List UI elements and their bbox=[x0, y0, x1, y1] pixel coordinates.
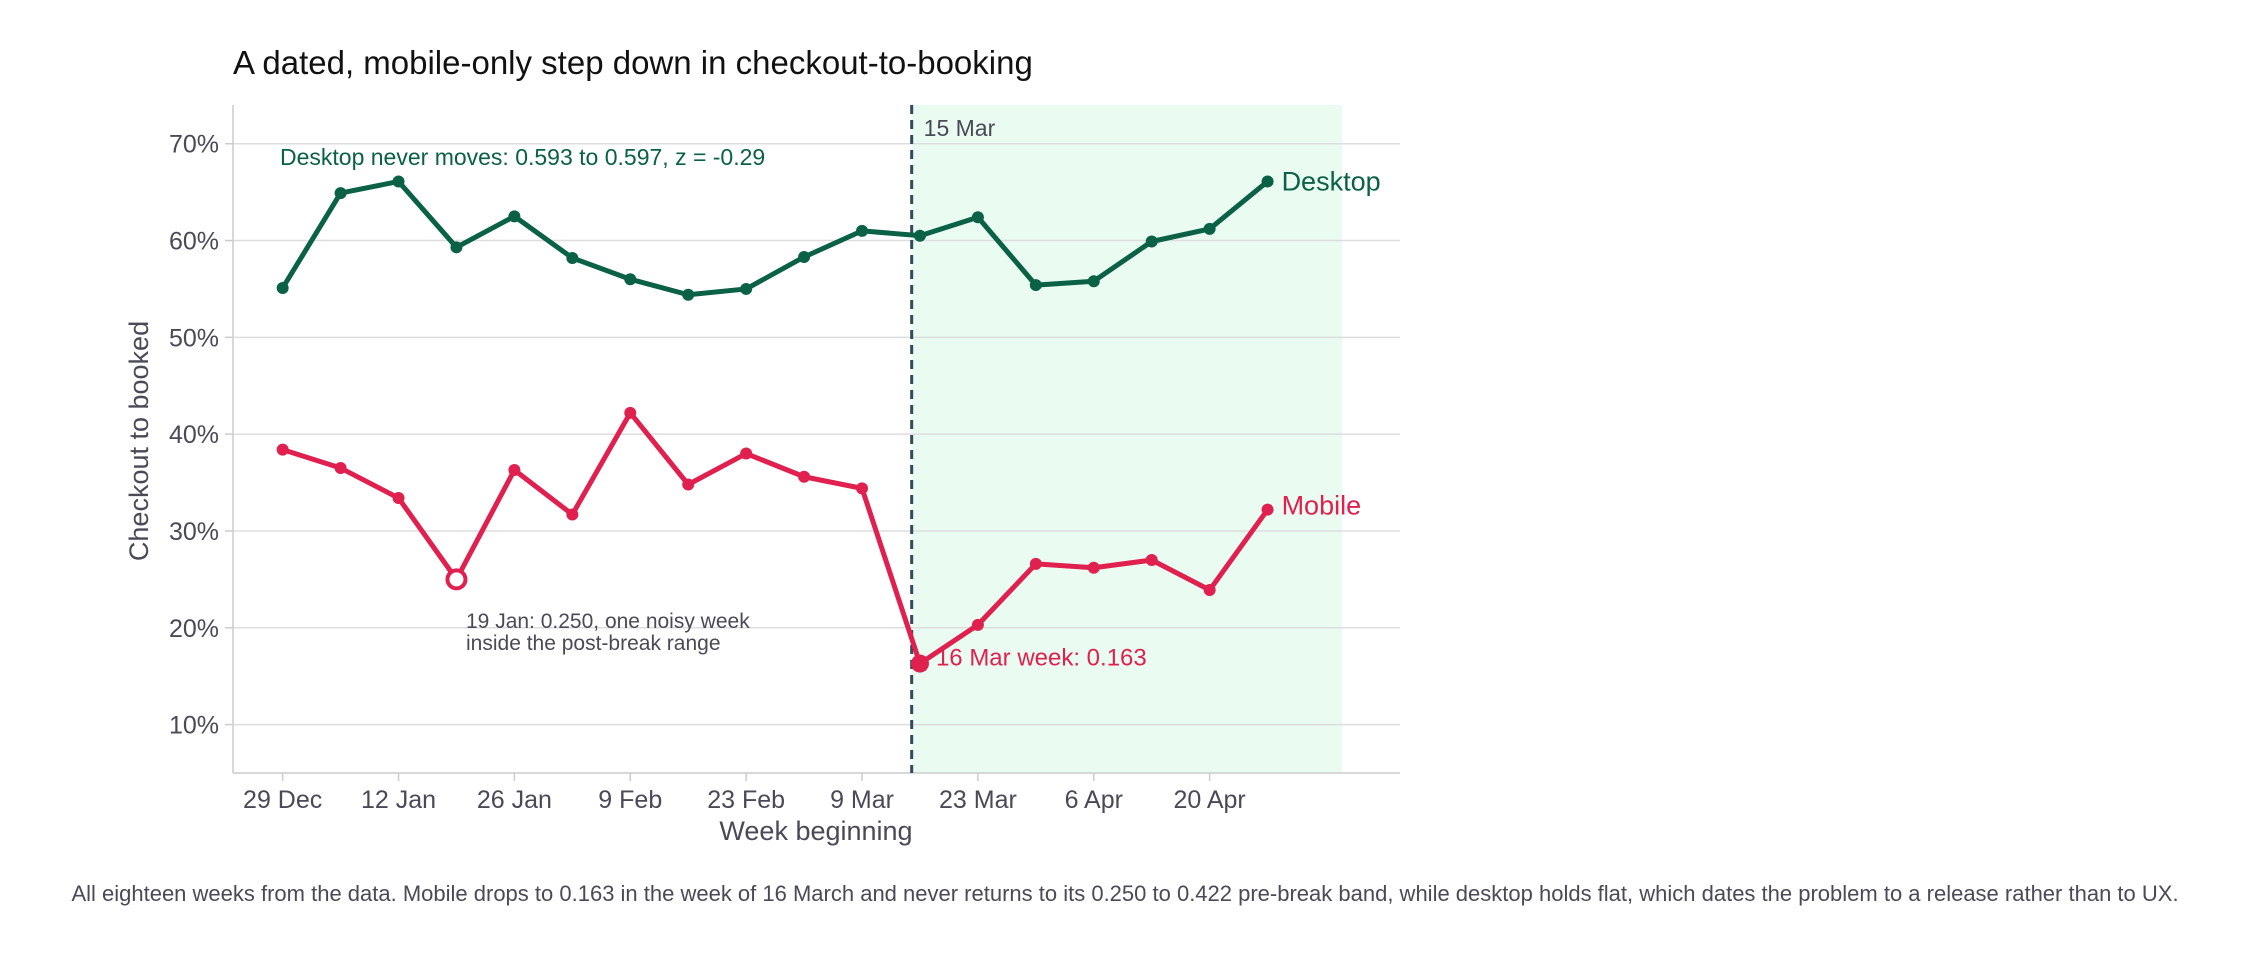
desktop-point bbox=[566, 251, 579, 264]
desktop-point bbox=[334, 187, 347, 200]
mobile-point bbox=[740, 447, 753, 460]
mobile-line bbox=[280, 410, 1271, 667]
y-tick-label: 20% bbox=[169, 615, 219, 643]
mobile-point bbox=[624, 406, 637, 419]
desktop-point bbox=[1029, 279, 1042, 292]
x-axis-ticks: 29 Dec 12 Jan 26 Jan 9 Feb 23 Feb 9 Mar 23 Mar… bbox=[243, 773, 1246, 814]
y-tick-label: 50% bbox=[169, 324, 219, 352]
desktop-line bbox=[280, 178, 1271, 298]
chart-title: A dated, mobile-only step down in checko… bbox=[233, 44, 1033, 81]
x-tick-label: 9 Mar bbox=[830, 786, 894, 814]
desktop-point bbox=[682, 288, 695, 301]
mobile-point bbox=[508, 463, 521, 476]
desktop-point bbox=[624, 273, 637, 286]
mobile-series-label: Mobile bbox=[1282, 491, 1362, 521]
x-tick-label: 20 Apr bbox=[1173, 786, 1245, 814]
y-tick-label: 40% bbox=[169, 421, 219, 449]
mobile-drop-annotation: 16 Mar week: 0.163 bbox=[936, 645, 1147, 672]
y-tick-label: 60% bbox=[169, 228, 219, 256]
mobile-point bbox=[1203, 584, 1216, 597]
x-tick-label: 6 Apr bbox=[1065, 786, 1123, 814]
x-tick-label: 23 Mar bbox=[939, 786, 1017, 814]
mobile-point bbox=[1145, 554, 1158, 567]
x-tick-label: 12 Jan bbox=[361, 786, 436, 814]
mobile-point bbox=[334, 462, 347, 475]
desktop-point bbox=[392, 175, 405, 188]
desktop-series-label: Desktop bbox=[1282, 166, 1381, 196]
desktop-point bbox=[1087, 275, 1100, 288]
mobile-point bbox=[566, 508, 579, 521]
y-tick-label: 30% bbox=[169, 518, 219, 546]
desktop-point bbox=[1145, 235, 1158, 248]
y-axis-label: Checkout to booked bbox=[124, 321, 154, 561]
mobile-point bbox=[971, 618, 984, 631]
mobile-highlight-point bbox=[910, 654, 929, 673]
x-tick-label: 29 Dec bbox=[243, 786, 322, 814]
desktop-point bbox=[856, 224, 869, 237]
y-tick-label: 10% bbox=[169, 712, 219, 740]
mobile-point bbox=[392, 492, 405, 505]
mobile-point bbox=[682, 478, 695, 491]
break-label: 15 Mar bbox=[924, 115, 996, 141]
x-tick-label: 9 Feb bbox=[598, 786, 662, 814]
mobile-point bbox=[276, 443, 289, 456]
y-axis-ticks: 10% 20% 30% 40% 50% 60% 70% bbox=[169, 131, 233, 740]
gridlines bbox=[233, 142, 1400, 726]
mobile-point bbox=[798, 470, 811, 483]
desktop-point bbox=[913, 229, 926, 242]
desktop-point bbox=[1203, 222, 1216, 235]
x-tick-label: 23 Feb bbox=[707, 786, 785, 814]
mobile-highlight-point bbox=[445, 568, 468, 591]
mobile-point bbox=[1029, 557, 1042, 570]
mobile-point bbox=[1087, 561, 1100, 574]
y-tick-label: 70% bbox=[169, 131, 219, 159]
x-axis-label: Week beginning bbox=[719, 816, 912, 846]
mobile-point bbox=[1261, 503, 1274, 516]
noisy-week-annotation-line2: inside the post-break range bbox=[466, 632, 721, 655]
mobile-point bbox=[856, 482, 869, 495]
x-tick-label: 26 Jan bbox=[477, 786, 552, 814]
post-break-shading bbox=[911, 105, 1343, 773]
desktop-series bbox=[276, 175, 1274, 301]
noisy-week-annotation-line1: 19 Jan: 0.250, one noisy week bbox=[466, 610, 750, 633]
desktop-point bbox=[740, 282, 753, 295]
desktop-annotation: Desktop never moves: 0.593 to 0.597, z =… bbox=[280, 144, 765, 170]
desktop-point bbox=[971, 211, 984, 224]
desktop-point bbox=[798, 250, 811, 263]
desktop-point bbox=[450, 241, 463, 254]
desktop-point bbox=[1261, 175, 1274, 188]
desktop-point bbox=[276, 281, 289, 294]
desktop-point bbox=[508, 210, 521, 223]
caption: All eighteen weeks from the data. Mobile… bbox=[71, 881, 2178, 906]
mobile-series bbox=[276, 406, 1274, 673]
